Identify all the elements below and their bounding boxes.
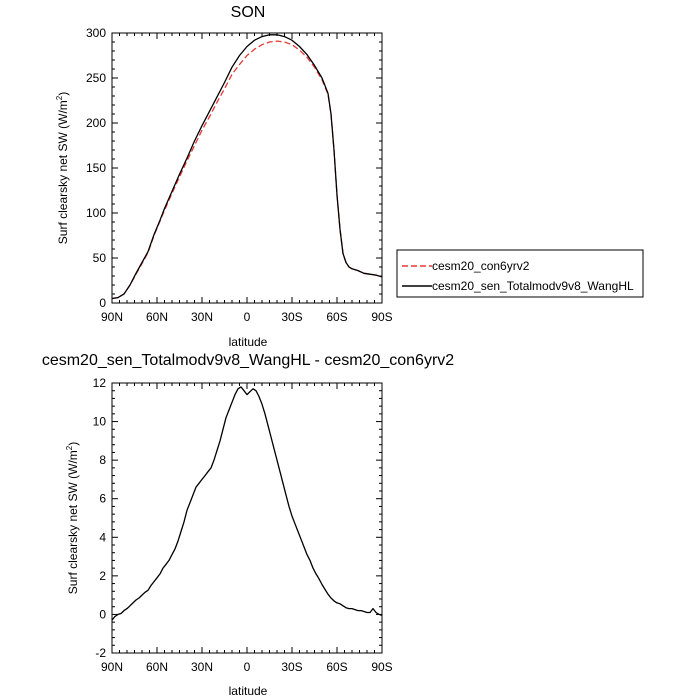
- bottom-x-tick-label: 60N: [146, 660, 168, 674]
- top-y-tick-label: 0: [99, 296, 106, 310]
- bottom-x-tick-label: 30N: [191, 660, 213, 674]
- bottom-plot-frame: [111, 382, 383, 654]
- top-x-tick-label: 60N: [146, 310, 168, 324]
- bottom-y-tick-label: 10: [93, 415, 107, 429]
- bottom-x-tick-label: 30S: [281, 660, 302, 674]
- bottom-x-tick-label: 0: [244, 660, 251, 674]
- top-y-tick-label: 50: [93, 251, 107, 265]
- bottom-x-tick-label: 60S: [326, 660, 347, 674]
- top-chart-panel: SON 90N 60N 30N 0 30S 60S 90S 0 50 100 150 200 250 30…: [55, 4, 393, 349]
- bottom-chart-x-axis-label: latitude: [229, 684, 268, 698]
- bottom-chart-plot-area: 90N 60N 30N 0 30S 60S 90S -2 0 2 4 6 8 10 12: [93, 376, 393, 674]
- top-x-tick-label: 60S: [326, 310, 347, 324]
- top-series-line-cesm20-sen-totalmodv9v8-wanghl: [111, 34, 383, 300]
- bottom-y-tick-label: 12: [93, 376, 107, 390]
- bottom-y-tick-label: 8: [99, 453, 106, 467]
- bottom-y-tick-label: 6: [99, 492, 106, 506]
- bottom-y-tick-label: 0: [99, 607, 106, 621]
- top-chart-title: SON: [231, 4, 266, 21]
- top-x-tick-label: 90S: [371, 310, 392, 324]
- bottom-y-tick-label: 2: [99, 569, 106, 583]
- bottom-y-tick-label: 4: [99, 530, 106, 544]
- bottom-x-tick-label: 90N: [101, 660, 123, 674]
- top-chart-plot-area: 90N 60N 30N 0 30S 60S 90S 0 50 100 150 200 250 300: [86, 26, 393, 324]
- bottom-y-tick-label: -2: [95, 646, 106, 660]
- bottom-chart-title: cesm20_sen_Totalmodv9v8_WangHL - cesm20_…: [42, 352, 454, 369]
- top-y-tick-label: 150: [86, 161, 106, 175]
- top-chart-x-axis-label: latitude: [229, 335, 268, 349]
- top-chart-legend: cesm20_con6yrv2 cesm20_sen_Totalmodv9v8_…: [396, 249, 644, 298]
- top-x-tick-label: 30N: [191, 310, 213, 324]
- bottom-chart-panel: cesm20_sen_Totalmodv9v8_WangHL - cesm20_…: [42, 352, 454, 698]
- top-y-tick-label: 100: [86, 206, 106, 220]
- legend-box: [396, 249, 644, 298]
- legend-label-sen-totalmod: cesm20_sen_Totalmodv9v8_WangHL: [432, 279, 634, 293]
- bottom-chart-y-axis-label: Surf clearsky net SW (W/m2): [65, 442, 80, 594]
- top-y-tick-label: 200: [86, 116, 106, 130]
- top-y-tick-label: 250: [86, 71, 106, 85]
- top-y-tick-label: 300: [86, 26, 106, 40]
- top-chart-y-axis-label: Surf clearsky net SW (W/m2): [55, 92, 70, 244]
- legend-label-con6yrv2: cesm20_con6yrv2: [432, 259, 530, 273]
- top-x-tick-label: 90N: [101, 310, 123, 324]
- top-series-line-cesm20-con6yrv2: [111, 40, 383, 300]
- bottom-x-tick-label: 90S: [371, 660, 392, 674]
- top-x-tick-label: 30S: [281, 310, 302, 324]
- bottom-series-line-difference: [111, 386, 383, 621]
- top-x-tick-label: 0: [244, 310, 251, 324]
- top-plot-frame: [111, 32, 383, 304]
